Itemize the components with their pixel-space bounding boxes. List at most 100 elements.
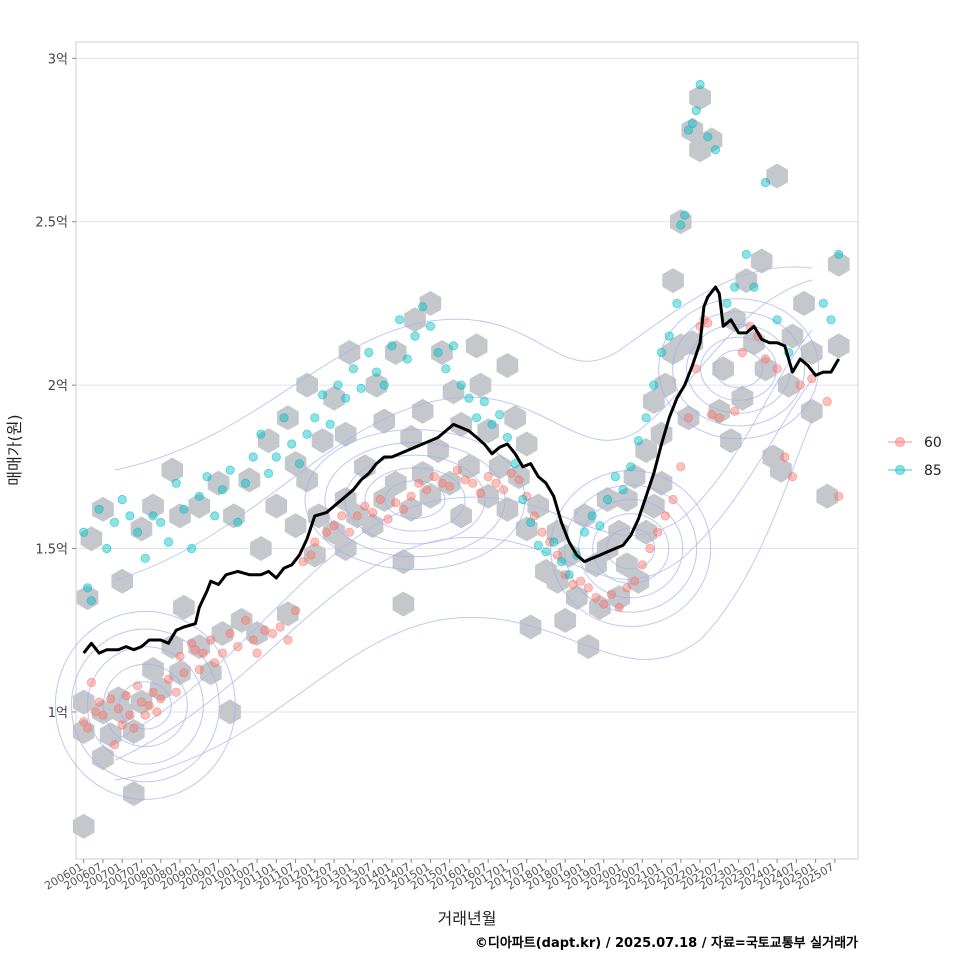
- scatter-point: [333, 380, 343, 390]
- scatter-point: [240, 478, 251, 488]
- hexbin-cell: [442, 379, 465, 405]
- scatter-point: [780, 452, 790, 462]
- hexbin-cell: [554, 607, 577, 633]
- scatter-point: [448, 341, 459, 351]
- scatter-point: [117, 720, 127, 730]
- scatter-point: [460, 475, 470, 485]
- density-contour: [578, 498, 684, 599]
- scatter-point: [90, 707, 100, 717]
- hexbin-cell: [450, 503, 472, 529]
- scatter-point: [240, 615, 251, 626]
- scatter-point: [602, 494, 613, 505]
- scatter-point: [637, 560, 647, 570]
- hexbin-cell: [515, 516, 538, 542]
- scatter-point: [730, 406, 740, 416]
- y-tick-label: 2억: [48, 379, 68, 394]
- scatter-point: [171, 478, 181, 488]
- hexbin-cell: [519, 614, 542, 640]
- hexbin-cell: [188, 493, 211, 519]
- scatter-point: [610, 471, 620, 482]
- legend-label: 85: [924, 463, 942, 479]
- scatter-point: [210, 658, 220, 668]
- hexbin-cell: [515, 431, 538, 457]
- hexbin-cell: [608, 519, 630, 545]
- hexbin-cell: [384, 470, 407, 496]
- scatter-point: [341, 393, 351, 403]
- hexbin-cell: [123, 781, 145, 807]
- scatter-point: [171, 687, 181, 697]
- scatter-point: [364, 347, 374, 358]
- scatter-point: [329, 521, 339, 531]
- scatter-point: [498, 485, 509, 495]
- hexbin-cell: [265, 493, 288, 519]
- scatter-point: [194, 491, 204, 501]
- scatter-point: [556, 556, 567, 567]
- hexbin-cell: [750, 248, 773, 274]
- hexbin-cell: [662, 268, 684, 294]
- scatter-point: [148, 511, 158, 521]
- scatter-point: [337, 511, 347, 521]
- hexbin-cell: [207, 470, 230, 496]
- scatter-point: [606, 589, 617, 599]
- hexbin-cell: [130, 516, 153, 542]
- scatter-point: [575, 576, 586, 586]
- hexbin-cell: [99, 722, 122, 748]
- scatter-point: [703, 132, 713, 142]
- density-contour: [344, 454, 486, 545]
- scatter-point: [822, 396, 832, 407]
- scatter-point: [456, 380, 466, 390]
- scatter-point: [433, 347, 443, 358]
- hexbin-cell: [334, 421, 357, 447]
- hexbin-cell: [223, 503, 245, 529]
- hexbin-cell: [477, 418, 499, 444]
- grid: [76, 57, 858, 713]
- hexbin-cell: [392, 591, 415, 617]
- scatter-point: [83, 723, 93, 733]
- scatter-point: [233, 641, 243, 652]
- hexbin-cell: [384, 340, 407, 365]
- scatter-point: [179, 504, 189, 514]
- y-tick-label: 1억: [48, 706, 68, 721]
- scatter-point: [730, 282, 740, 292]
- hexbin-cell: [596, 487, 619, 512]
- scatter-point: [641, 413, 651, 423]
- hexbin-cell: [169, 503, 191, 529]
- scatter-point: [826, 315, 836, 325]
- scatter-point: [210, 511, 220, 521]
- hexbin-cell: [238, 467, 261, 493]
- scatter-point: [225, 465, 235, 475]
- scatter-point: [275, 622, 285, 632]
- hexbin-cell: [689, 85, 711, 111]
- hexbin-cell: [677, 405, 700, 431]
- scatter-point: [279, 413, 289, 423]
- legend-label: 60: [924, 435, 942, 451]
- scatter-point: [691, 106, 701, 116]
- scatter-point: [86, 677, 97, 688]
- hexbin-cell: [458, 454, 480, 480]
- scatter-point: [133, 681, 143, 691]
- x-axis-title: 거래년월: [438, 909, 497, 928]
- scatter-point: [391, 498, 401, 508]
- scatter-point: [140, 553, 150, 563]
- hexbin-cell: [643, 389, 665, 414]
- scatter-point: [506, 468, 516, 478]
- scatter-point: [198, 648, 208, 658]
- scatter-point: [194, 664, 204, 675]
- hexbin-cell: [527, 493, 550, 519]
- scatter-point: [129, 723, 139, 733]
- scatter-point: [429, 471, 439, 482]
- scatter-point: [163, 537, 174, 547]
- hexbin-cell: [311, 428, 334, 454]
- scatter-point: [179, 668, 189, 678]
- scatter-point: [317, 390, 328, 400]
- scatter-point: [321, 527, 331, 537]
- hexbin-cell: [670, 209, 692, 235]
- y-tick-label: 1.5억: [35, 543, 68, 558]
- scatter-point: [695, 79, 705, 90]
- density-contours: [54, 266, 820, 800]
- hexbin-cell: [496, 353, 519, 378]
- scatter-point: [348, 364, 358, 374]
- scatter-point: [525, 517, 536, 528]
- scatter-point: [298, 556, 308, 567]
